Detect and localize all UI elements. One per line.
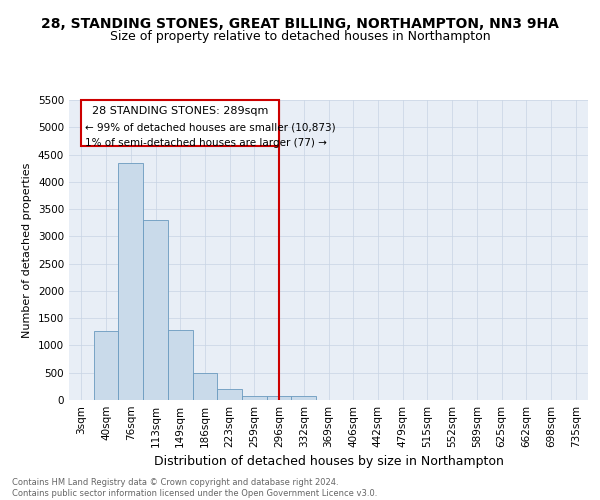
Bar — [193, 374, 217, 400]
Bar — [168, 330, 193, 400]
Text: 28 STANDING STONES: 289sqm: 28 STANDING STONES: 289sqm — [92, 106, 268, 117]
Bar — [242, 396, 267, 400]
Bar — [143, 220, 168, 400]
Bar — [292, 396, 316, 400]
Text: Contains HM Land Registry data © Crown copyright and database right 2024.
Contai: Contains HM Land Registry data © Crown c… — [12, 478, 377, 498]
Bar — [94, 332, 118, 400]
Text: 1% of semi-detached houses are larger (77) →: 1% of semi-detached houses are larger (7… — [85, 138, 327, 148]
Bar — [118, 164, 143, 400]
Bar — [217, 389, 242, 400]
Bar — [267, 396, 292, 400]
Bar — [82, 100, 279, 146]
Y-axis label: Number of detached properties: Number of detached properties — [22, 162, 32, 338]
Text: 28, STANDING STONES, GREAT BILLING, NORTHAMPTON, NN3 9HA: 28, STANDING STONES, GREAT BILLING, NORT… — [41, 18, 559, 32]
X-axis label: Distribution of detached houses by size in Northampton: Distribution of detached houses by size … — [154, 456, 503, 468]
Text: Size of property relative to detached houses in Northampton: Size of property relative to detached ho… — [110, 30, 490, 43]
Text: ← 99% of detached houses are smaller (10,873): ← 99% of detached houses are smaller (10… — [85, 122, 335, 132]
